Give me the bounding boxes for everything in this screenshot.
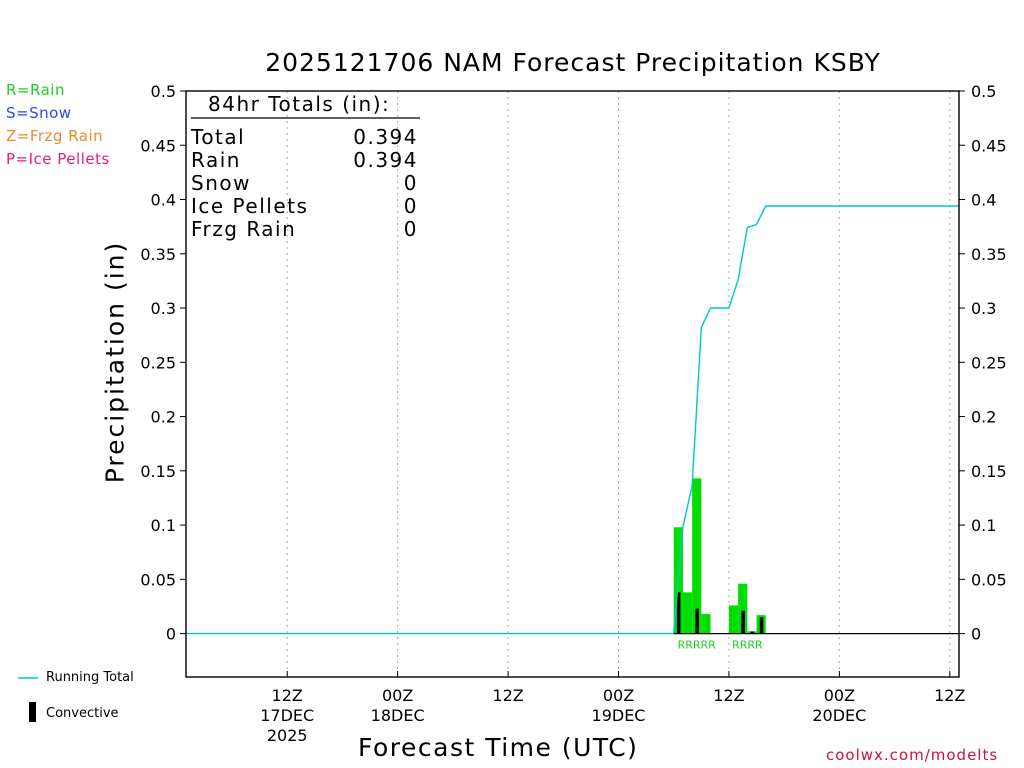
y-tick-label-left: 0.35 [140, 245, 176, 264]
y-tick-label-left: 0.45 [140, 136, 176, 155]
rain-bar [692, 478, 702, 634]
totals-label-ice-pellets: Ice Pellets [191, 194, 309, 218]
totals-value-snow: 0 [403, 171, 418, 195]
y-tick-label-left: 0.25 [140, 353, 176, 372]
totals-label-snow: Snow [191, 171, 251, 195]
y-tick-label-left: 0.2 [151, 408, 176, 427]
precip-type-label: RRRRR [678, 639, 717, 652]
y-tick-label-right: 0.2 [971, 408, 996, 427]
totals-value-total: 0.394 [353, 125, 418, 149]
y-tick-label-right: 0.4 [971, 191, 996, 210]
totals-value-rain: 0.394 [353, 148, 418, 172]
y-tick-label-right: 0 [971, 625, 981, 644]
x-tick-label: 12Z [934, 686, 965, 705]
y-tick-label-right: 0.05 [971, 570, 1007, 589]
convective-bars [676, 592, 764, 634]
y-tick-label-left: 0.15 [140, 462, 176, 481]
y-tick-label-left: 0.3 [151, 299, 176, 318]
running-total-line [186, 205, 959, 635]
chart-title: 2025121706 NAM Forecast Precipitation KS… [265, 48, 881, 77]
y-tick-label-left: 0.1 [151, 516, 176, 535]
totals-value-ice-pellets: 0 [403, 194, 418, 218]
totals-label-freezing-rain: Frzg Rain [191, 217, 297, 241]
running-total-line-group [186, 205, 959, 635]
convective-bar [695, 608, 699, 634]
x-tick-label: 19DEC [592, 706, 646, 725]
y-tick-label-right: 0.45 [971, 136, 1007, 155]
legend-freezing-rain: Z=Frzg Rain [6, 127, 104, 145]
x-tick-label: 12Z [492, 686, 523, 705]
x-axis-label: Forecast Time (UTC) [358, 733, 639, 762]
totals-label-rain: Rain [191, 148, 241, 172]
plot-frame [185, 90, 960, 678]
x-tick-label: 00Z [382, 686, 413, 705]
precip-type-labels: RRRRR RRRR [678, 639, 763, 652]
convective-bar [759, 617, 764, 634]
totals-heading: 84hr Totals (in): [208, 92, 391, 116]
x-tick-label: 20DEC [812, 706, 866, 725]
convective-bar [750, 631, 755, 634]
convective-bar [741, 610, 745, 634]
legend-snow: S=Snow [6, 104, 72, 122]
rain-bar [738, 583, 748, 634]
y-tick-label-right: 0.15 [971, 462, 1007, 481]
convective-bar [676, 592, 681, 634]
convective-legend-swatch [29, 702, 36, 722]
y-tick-label-right: 0.1 [971, 516, 996, 535]
y-tick-label-right: 0.25 [971, 353, 1007, 372]
x-tick-label: 2025 [267, 726, 308, 745]
rain-bars [673, 478, 766, 634]
y-tick-label-left: 0.05 [140, 570, 176, 589]
totals-value-freezing-rain: 0 [403, 217, 418, 241]
y-tick-label-right: 0.5 [971, 82, 996, 101]
y-axis-label: Precipitation (in) [100, 240, 130, 484]
running-total-label: Running Total [46, 670, 134, 685]
y-tick-label-right: 0.35 [971, 245, 1007, 264]
rain-bar [682, 592, 693, 634]
x-tick-label: 12Z [713, 686, 744, 705]
x-tick-label: 00Z [603, 686, 634, 705]
site-credit: coolwx.com/modelts [826, 746, 999, 764]
y-tick-label-left: 0.5 [151, 82, 176, 101]
y-tick-label-left: 0 [166, 625, 176, 644]
y-tick-label-right: 0.3 [971, 299, 996, 318]
y-tick-label-left: 0.4 [151, 191, 176, 210]
legend-rain: R=Rain [6, 81, 65, 99]
x-tick-label: 00Z [824, 686, 855, 705]
grid-lines [286, 91, 951, 677]
x-tick-label: 18DEC [371, 706, 425, 725]
x-tick-label: 12Z [272, 686, 303, 705]
precip-type-label: RRRR [732, 639, 763, 652]
legend-ice-pellets: P=Ice Pellets [6, 150, 110, 168]
x-tick-label: 17DEC [260, 706, 314, 725]
rain-bar [728, 605, 739, 634]
axes [180, 90, 965, 678]
rain-bar [701, 614, 711, 634]
convective-label: Convective [46, 706, 119, 721]
totals-label-total: Total [191, 125, 246, 149]
